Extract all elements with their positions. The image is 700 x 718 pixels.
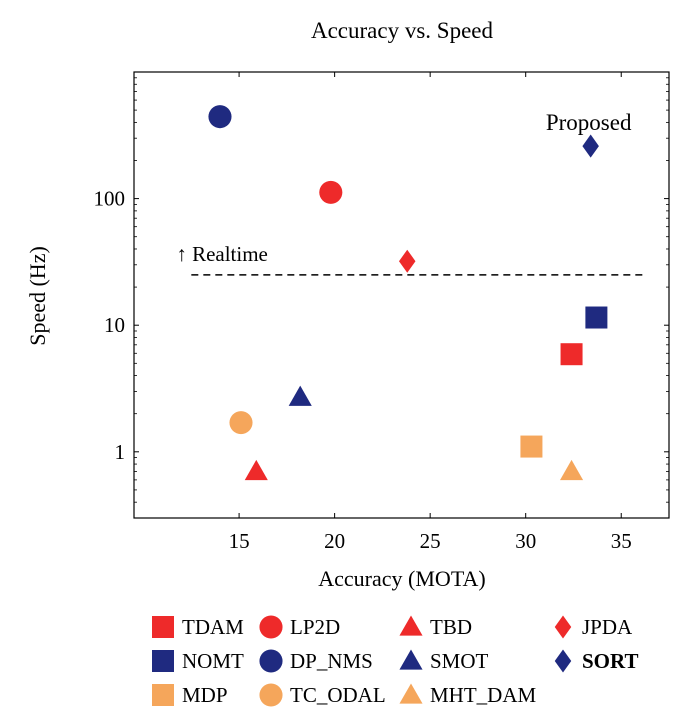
- legend-label: LP2D: [290, 614, 341, 639]
- y-tick-label: 10: [104, 313, 125, 337]
- legend-label: JPDA: [582, 614, 633, 639]
- plot-frame: [133, 71, 670, 519]
- point-tdam: [560, 343, 583, 366]
- legend-item-smot: SMOT: [398, 646, 488, 676]
- legend-marker-nomt: [152, 650, 174, 672]
- point-lp2d: [319, 180, 343, 204]
- legend-item-lp2d: LP2D: [258, 612, 340, 642]
- legend-triangle-tbd: [399, 615, 423, 636]
- legend-circle-dp-nms: [259, 649, 283, 673]
- legend-label: MHT_DAM: [430, 682, 537, 707]
- legend-label: DP_NMS: [290, 648, 373, 673]
- point-dp-nms: [208, 105, 232, 129]
- legend-marker-tdam: [152, 616, 174, 638]
- x-tick-label: 25: [420, 529, 441, 553]
- legend-marker-jpda: [554, 615, 572, 639]
- x-tick-label: 20: [324, 529, 345, 553]
- y-axis-label: Speed (Hz): [25, 246, 50, 346]
- legend-label: TDAM: [182, 614, 244, 639]
- point-mht-dam: [560, 459, 584, 481]
- point-tc-odal: [229, 411, 253, 435]
- legend-label: SMOT: [430, 648, 489, 673]
- chart-title: Accuracy vs. Speed: [311, 18, 494, 43]
- legend-label: NOMT: [182, 648, 244, 673]
- legend-square-nomt: [152, 650, 174, 672]
- legend-triangle-smot: [399, 649, 423, 670]
- legend-item-mht-dam: MHT_DAM: [398, 680, 536, 710]
- legend-circle-tc-odal: [259, 683, 283, 707]
- x-tick-label: 30: [515, 529, 536, 553]
- legend-item-tdam: TDAM: [150, 612, 244, 642]
- point-jpda: [398, 249, 416, 273]
- x-tick-label: 15: [229, 529, 250, 553]
- proposed-annotation: Proposed: [546, 110, 632, 135]
- legend-label: SORT: [582, 648, 639, 673]
- realtime-label: ↑ Realtime: [176, 242, 268, 266]
- legend-marker-tc-odal: [259, 683, 283, 707]
- legend-item-dp-nms: DP_NMS: [258, 646, 373, 676]
- legend-marker-smot: [399, 649, 423, 670]
- legend-marker-sort: [554, 649, 572, 673]
- legend-label: TC_ODAL: [290, 682, 386, 707]
- legend-label: TBD: [430, 614, 472, 639]
- legend-item-tc-odal: TC_ODAL: [258, 680, 386, 710]
- point-smot: [288, 385, 312, 406]
- scatter-chart: Accuracy vs. Speed 15 20 25 30 35 1 10 100 ↑ Re…: [25, 18, 670, 591]
- legend-triangle-mht-dam: [399, 683, 423, 704]
- point-nomt: [585, 306, 608, 329]
- legend-square-mdp: [152, 684, 174, 706]
- x-axis-label: Accuracy (MOTA): [318, 566, 485, 591]
- legend-item-tbd: TBD: [398, 612, 472, 642]
- legend-diamond-jpda: [554, 615, 572, 639]
- legend-circle-lp2d: [259, 615, 283, 639]
- legend-marker-dp-nms: [259, 649, 283, 673]
- legend-item-sort: SORT: [550, 646, 638, 676]
- point-tbd: [244, 459, 268, 481]
- legend-marker-mdp: [152, 684, 174, 706]
- x-tick-label: 35: [611, 529, 632, 553]
- point-mdp: [520, 435, 543, 458]
- legend-marker-lp2d: [259, 615, 283, 639]
- legend-label: MDP: [182, 682, 228, 707]
- legend-marker-mht-dam: [399, 683, 423, 704]
- legend-diamond-sort: [554, 649, 572, 673]
- legend-item-nomt: NOMT: [150, 646, 244, 676]
- y-tick-label: 100: [94, 187, 126, 211]
- legend-item-jpda: JPDA: [550, 612, 632, 642]
- legend-item-mdp: MDP: [150, 680, 228, 710]
- y-tick-label: 1: [115, 440, 126, 464]
- point-sort: [582, 134, 599, 158]
- legend-marker-tbd: [399, 615, 423, 636]
- legend-square-tdam: [152, 616, 174, 638]
